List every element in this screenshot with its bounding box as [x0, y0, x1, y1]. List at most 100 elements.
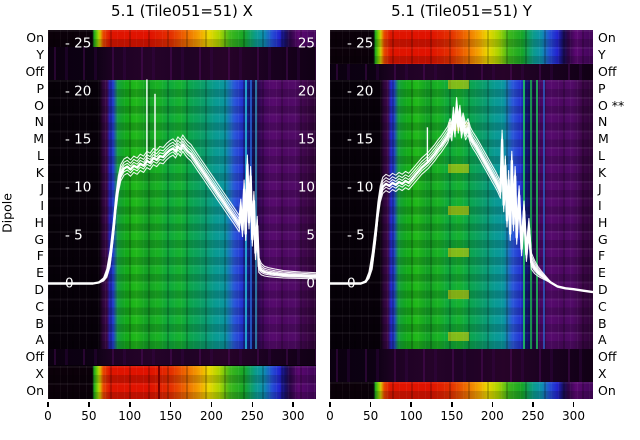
x-axis-left-panel: 0 50 100 150 200 250 300	[44, 399, 316, 429]
x-tick-mark	[210, 402, 213, 407]
db-tick-label: - 10	[65, 178, 92, 195]
row-label: F	[36, 248, 44, 264]
on-reference-band	[330, 382, 593, 399]
dipole-spectrum-line-main	[48, 143, 316, 285]
db-tick-label: 20	[297, 83, 315, 100]
heatmap-panel-x: - 25 25 - 20 20 - 15 15 - 10 10 - 5 5 0 0	[48, 30, 316, 399]
rfi-stripe	[536, 80, 539, 349]
row-label: K	[598, 164, 607, 180]
row-label: L	[598, 147, 605, 163]
db-tick-label: 5	[306, 226, 315, 243]
db-tick-label: - 20	[65, 83, 92, 100]
row-label: G	[34, 231, 44, 247]
db-tick-label: - 20	[347, 83, 374, 100]
x-tick-mark	[532, 402, 534, 407]
x-axis-right-panel: 0 50 100 150 200 250 300	[326, 399, 593, 429]
spectrum-texture	[48, 30, 316, 47]
on-reference-band	[48, 30, 316, 47]
row-labels-right: On Y Off P O ** N M L K J I H G F E D C B A Off X On	[598, 30, 640, 399]
warm-patch	[448, 80, 470, 349]
row-label: P	[36, 80, 44, 96]
x-tick-label: 50	[362, 409, 379, 423]
dipole-spectrogram	[48, 80, 316, 349]
db-tick-label: - 15	[347, 131, 374, 148]
panel-x-title: 5.1 (Tile051=51) X	[111, 2, 253, 20]
dipole-spectrum-line	[48, 147, 316, 285]
off-band	[330, 63, 593, 81]
x-tick-mark	[572, 402, 575, 407]
row-label: K	[35, 164, 44, 180]
db-tick-label: 15	[297, 131, 315, 148]
db-tick-label: - 5	[65, 226, 83, 243]
row-label: M	[598, 130, 609, 146]
spectrum-texture	[48, 80, 316, 349]
row-label: Off	[25, 348, 44, 364]
spectrum-texture	[330, 63, 593, 81]
row-label: Y	[36, 46, 44, 62]
x-tick-label: 0	[326, 409, 334, 423]
row-label: C	[35, 298, 44, 314]
row-label: B	[35, 315, 44, 331]
x-tick-mark	[410, 402, 412, 407]
x-tick-label: 0	[44, 409, 52, 423]
row-label: On	[26, 382, 44, 398]
row-label: F	[598, 248, 606, 264]
db-tick-label: 0	[347, 274, 356, 291]
row-label: M	[33, 130, 44, 146]
row-label: I	[598, 197, 602, 213]
db-tick-label: - 25	[65, 35, 92, 52]
db-tick-label: - 25	[347, 35, 374, 52]
row-label: J	[40, 181, 44, 197]
x-tick-mark	[129, 402, 131, 407]
row-label: E	[598, 264, 606, 280]
x-tick-label: 250	[240, 409, 264, 423]
spectrum-texture	[48, 348, 316, 366]
x-tick-mark	[369, 402, 372, 407]
row-label: H	[598, 214, 608, 230]
x-tick-label: 150	[440, 409, 464, 423]
x-tick-label: 100	[399, 409, 423, 423]
heatmap-panel-y: - 25 - 20 - 15 - 10 - 5 0	[330, 30, 593, 399]
x-tick-mark	[491, 402, 494, 407]
x-tick-mark	[292, 402, 294, 407]
row-label: G	[598, 231, 608, 247]
x-tick-label: 300	[281, 409, 305, 423]
row-label: Off	[25, 63, 44, 79]
dipole-spectrum-line	[48, 150, 316, 285]
row-label: P	[598, 80, 606, 96]
x-tick-mark	[47, 402, 49, 407]
x-tick-label: 50	[81, 409, 97, 423]
db-tick-label: - 15	[65, 131, 92, 148]
off-band	[48, 348, 316, 366]
row-label: B	[598, 315, 607, 331]
dipole-spectrum-line	[48, 140, 316, 285]
row-label: On	[598, 30, 616, 46]
row-label: O	[34, 97, 44, 113]
dipole-spectrum-line-main	[330, 105, 593, 294]
row-label: Off	[598, 348, 617, 364]
db-tick-label: 10	[297, 178, 315, 195]
panel-y-title: 5.1 (Tile051=51) Y	[391, 2, 532, 20]
row-label: Y	[598, 46, 606, 62]
x-tick-label: 250	[521, 409, 545, 423]
row-label: A	[598, 332, 607, 348]
row-label: D	[598, 281, 608, 297]
row-label: On	[598, 382, 616, 398]
x-tick-label: 200	[480, 409, 504, 423]
db-tick-label: 0	[306, 274, 315, 291]
rfi-stripe	[254, 80, 257, 349]
row-label: O **	[598, 97, 625, 113]
row-label: A	[35, 332, 44, 348]
dark-red-stripe	[157, 365, 160, 399]
x-tick-mark	[251, 402, 253, 407]
row-label: J	[598, 181, 602, 197]
row-label: N	[598, 114, 608, 130]
spectrum-texture	[48, 365, 316, 399]
row-label: On	[26, 30, 44, 46]
spectrum-texture	[330, 30, 593, 64]
db-tick-label: - 5	[347, 226, 365, 243]
spectrum-texture	[330, 348, 593, 383]
x-tick-label: 200	[199, 409, 223, 423]
row-labels-left: On Y Off P O N M L K J I H G F E D C B A Off X On	[0, 30, 44, 399]
